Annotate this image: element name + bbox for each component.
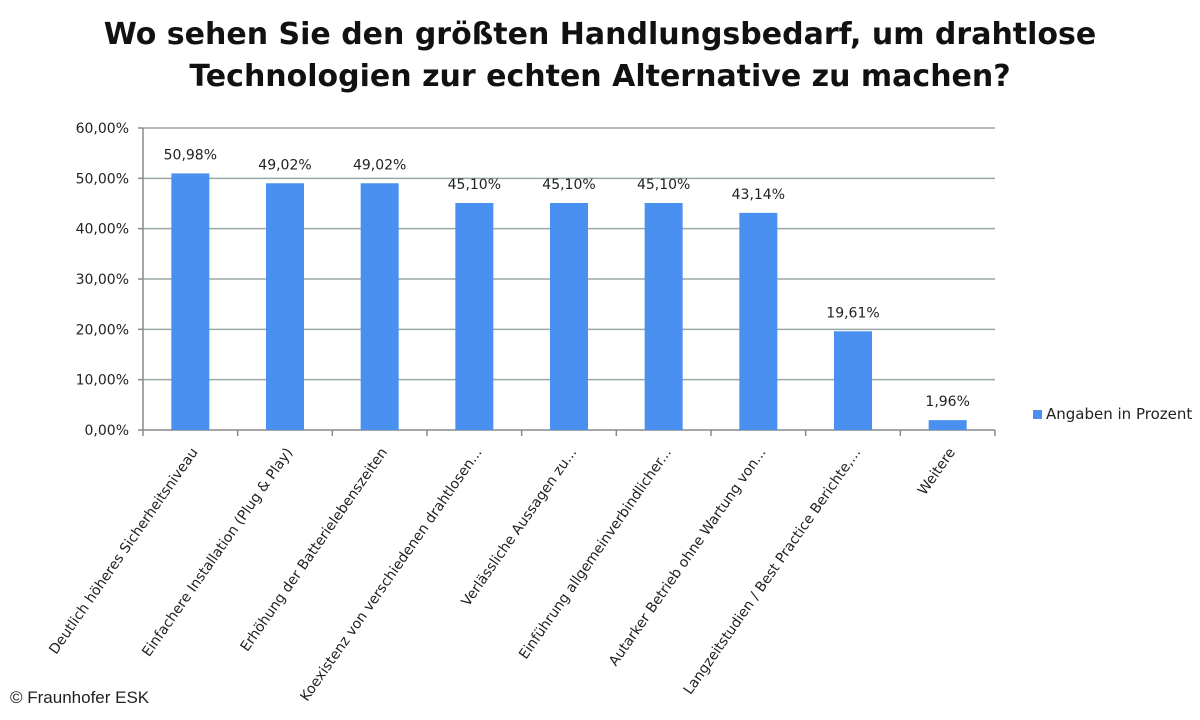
bar	[360, 183, 399, 430]
y-tick-label: 50,00%	[76, 171, 129, 187]
data-label: 49,02%	[258, 157, 311, 173]
data-label: 19,61%	[826, 305, 879, 321]
bar	[550, 202, 588, 430]
bar	[928, 420, 967, 430]
copyright-notice: © Fraunhofer ESK	[10, 688, 150, 707]
x-category-label: Langzeitstudien / Best Practice Berichte…	[681, 445, 865, 698]
bar	[644, 202, 683, 430]
bar	[834, 331, 872, 430]
bar	[266, 183, 304, 430]
x-category-label: Einführung allgemeinverbindlicher...	[516, 445, 675, 662]
x-category-label: Weitere	[915, 445, 959, 498]
data-label: 43,14%	[732, 187, 785, 203]
data-label: 50,98%	[164, 147, 217, 163]
x-category-label: Koexistenz von verschiedenen drahtlosen.…	[297, 445, 485, 704]
x-category-label: Einfachere Installation (Plug & Play)	[139, 445, 296, 660]
data-label: 45,10%	[542, 177, 595, 193]
x-category-label: Verlässliche Aussagen zu...	[459, 445, 581, 609]
chart-title-line-2: Technologien zur echten Alternative zu m…	[189, 59, 1011, 94]
y-tick-label: 60,00%	[76, 121, 129, 137]
data-label: 49,02%	[353, 157, 406, 173]
legend-swatch	[1033, 410, 1042, 419]
y-tick-label: 0,00%	[85, 423, 129, 439]
chart-title: Wo sehen Sie den größten Handlungsbedarf…	[0, 14, 1200, 98]
y-tick-label: 10,00%	[76, 373, 129, 389]
data-label: 1,96%	[925, 394, 969, 410]
y-tick-label: 30,00%	[76, 272, 129, 288]
legend-label: Angaben in Prozent	[1046, 405, 1192, 423]
bar	[171, 173, 210, 430]
bar	[739, 212, 778, 430]
data-label: 45,10%	[637, 177, 690, 193]
bar	[455, 202, 494, 430]
data-label: 45,10%	[448, 177, 501, 193]
y-tick-label: 20,00%	[76, 322, 129, 338]
x-category-label: Deutlich höheres Sicherheitsniveau	[46, 445, 201, 657]
y-tick-label: 40,00%	[76, 222, 129, 238]
chart-title-line-1: Wo sehen Sie den größten Handlungsbedarf…	[103, 17, 1097, 52]
x-category-label: Autarker Betrieb ohne Wartung von...	[606, 445, 770, 669]
